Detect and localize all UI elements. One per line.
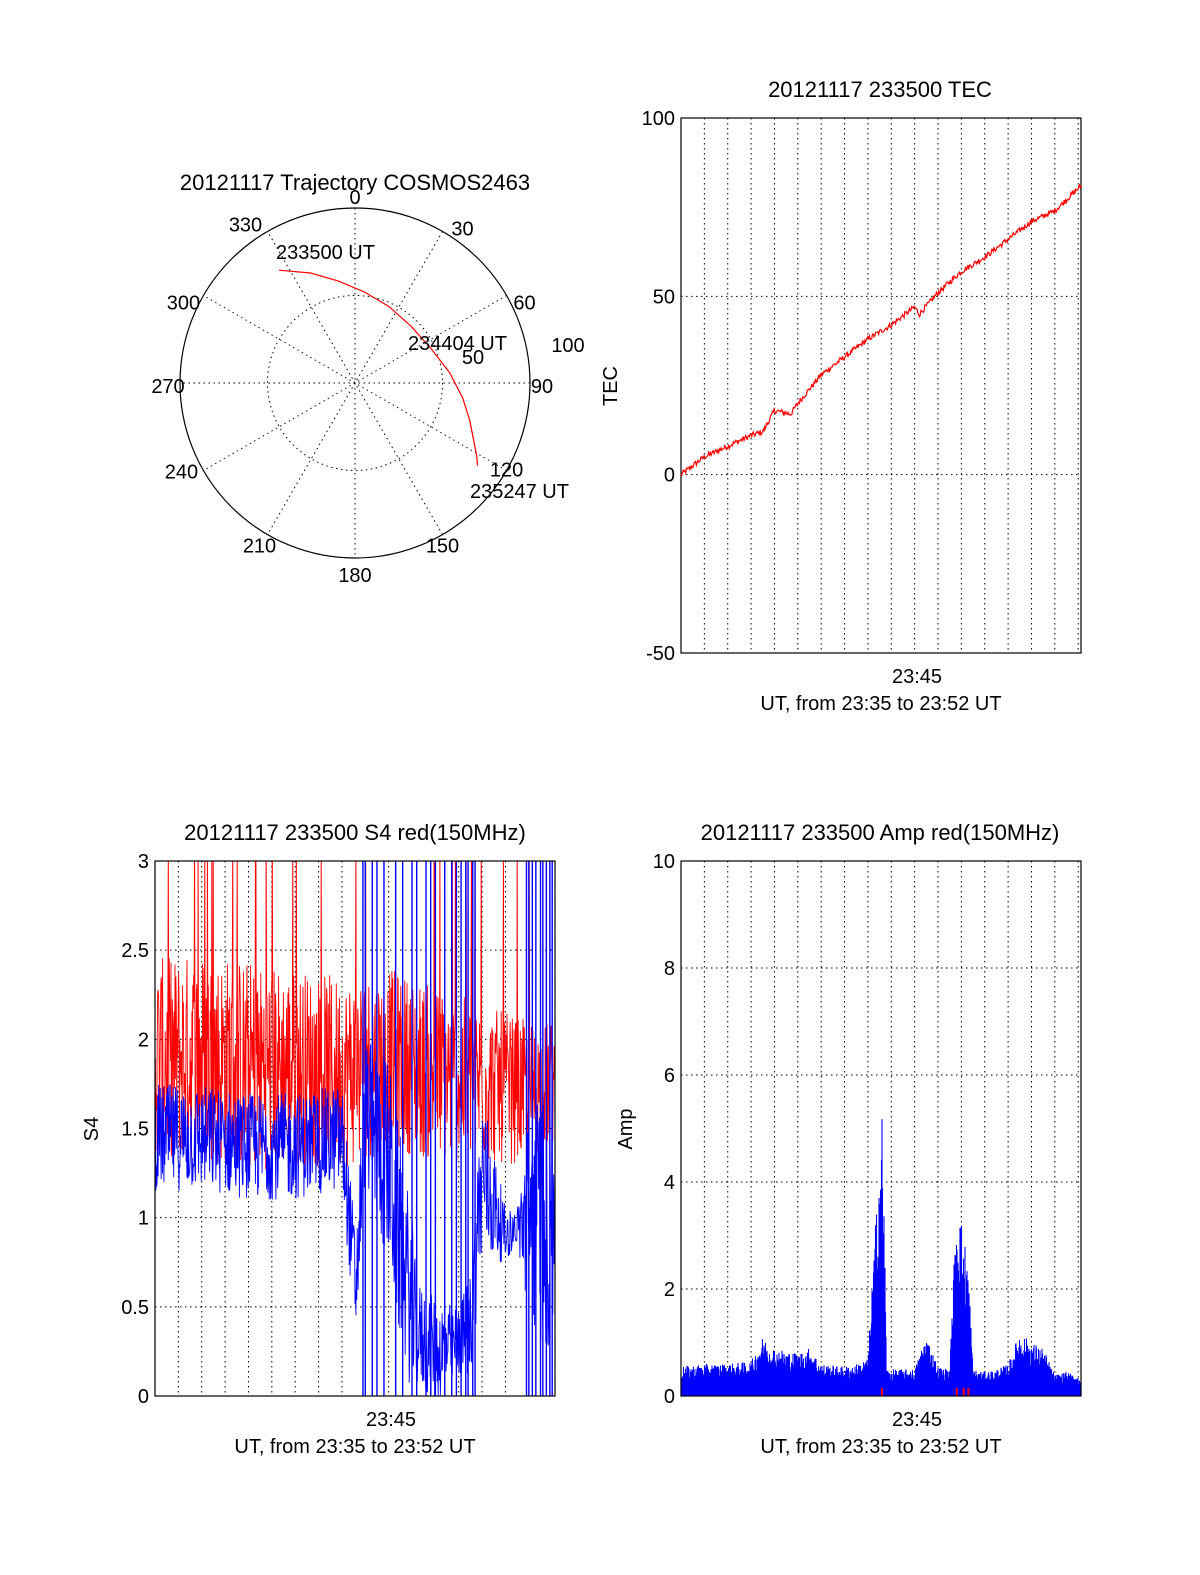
s4-panel: 20121117 233500 S4 red(150MHz) 0 0.5 1 1.5 2… <box>81 820 556 1458</box>
s4-title: 20121117 233500 S4 red(150MHz) <box>184 820 526 845</box>
amp-markers-red <box>880 1388 970 1396</box>
amp-x-label: UT, from 23:35 to 23:52 UT <box>760 1436 1001 1458</box>
s4-series-line <box>155 861 555 1172</box>
tec-y-label: TEC <box>600 366 622 406</box>
y-tick-label: 8 <box>664 958 675 980</box>
polar-azimuth-label: 210 <box>243 536 276 558</box>
tec-title: 20121117 233500 TEC <box>768 77 992 102</box>
polar-inner-ring <box>267 295 443 471</box>
polar-spokes <box>180 208 530 558</box>
trajectory-start-label: 233500 UT <box>276 242 375 264</box>
s4-y-ticks: 0 0.5 1 1.5 2 2.5 3 <box>121 851 149 1408</box>
y-tick-label: 0 <box>138 1386 149 1408</box>
y-tick-label: 50 <box>653 286 675 308</box>
polar-azimuth-label: 30 <box>451 218 473 240</box>
tec-x-tick: 23:45 <box>892 666 942 688</box>
polar-azimuth-label: 120 <box>490 460 523 482</box>
tec-panel: 20121117 233500 TEC -50 0 50 100 23:45 UT, … <box>600 77 1082 715</box>
polar-azimuth-label: 150 <box>426 536 459 558</box>
y-tick-label: 4 <box>664 1172 675 1194</box>
amp-y-label: Amp <box>615 1108 637 1149</box>
s4-x-tick: 23:45 <box>366 1409 416 1431</box>
tec-series-line <box>680 183 1082 477</box>
polar-azimuth-label: 90 <box>531 376 553 398</box>
y-tick-label: 6 <box>664 1065 675 1087</box>
s4-series-blue <box>155 861 555 1396</box>
polar-azimuth-label: 330 <box>229 214 262 236</box>
amp-y-ticks: 0 2 4 6 8 10 <box>653 851 675 1408</box>
s4-x-label: UT, from 23:35 to 23:52 UT <box>234 1436 475 1458</box>
s4-y-label: S4 <box>81 1117 103 1141</box>
trajectory-panel: 20121117 Trajectory COSMOS2463 0 30 60 90 12… <box>151 170 584 587</box>
amp-title: 20121117 233500 Amp red(150MHz) <box>701 820 1060 845</box>
s4-series-line <box>155 1044 555 1396</box>
amp-series-line <box>680 1119 1082 1396</box>
polar-radial-label-100: 100 <box>551 335 584 357</box>
y-tick-label: 10 <box>653 851 675 873</box>
amp-panel: 20121117 233500 Amp red(150MHz) 0246810 … <box>615 820 1082 1458</box>
polar-azimuth-label: 300 <box>167 293 200 315</box>
amp-plot-frame <box>680 860 1082 1397</box>
y-tick-label: 0.5 <box>121 1297 149 1319</box>
s4-plot-frame <box>154 860 556 1397</box>
tec-x-label: UT, from 23:35 to 23:52 UT <box>760 693 1001 715</box>
trajectory-mid-label: 234404 UT <box>408 333 507 355</box>
y-tick-label: 2.5 <box>121 940 149 962</box>
tec-y-ticks: -50 0 50 100 <box>642 108 675 665</box>
polar-azimuth-label: 60 <box>513 293 535 315</box>
polar-azimuth-label: 180 <box>338 565 371 587</box>
y-tick-label: 3 <box>138 851 149 873</box>
amp-series-blue <box>680 1119 1082 1396</box>
polar-azimuth-label: 270 <box>151 376 184 398</box>
y-tick-label: 0 <box>664 1386 675 1408</box>
tec-grid <box>681 118 1081 653</box>
polar-azimuth-labels: 0 30 60 90 120 150 180 210 240 270 300 330 <box>151 187 553 587</box>
polar-radial-label-50: 50 <box>462 347 484 369</box>
trajectory-end-label: 235247 UT <box>470 481 569 503</box>
s4-series-red <box>155 861 555 1172</box>
y-tick-label: 1 <box>138 1208 149 1230</box>
y-tick-label: 100 <box>642 108 675 130</box>
y-tick-label: -50 <box>646 643 675 665</box>
y-tick-label: 0 <box>664 465 675 487</box>
polar-spoke <box>267 231 443 535</box>
amp-x-tick: 23:45 <box>892 1409 942 1431</box>
polar-azimuth-label: 0 <box>349 187 360 209</box>
y-tick-label: 1.5 <box>121 1119 149 1141</box>
y-tick-label: 2 <box>138 1029 149 1051</box>
trajectory-title: 20121117 Trajectory COSMOS2463 <box>180 170 530 195</box>
polar-azimuth-label: 240 <box>165 462 198 484</box>
tec-plot-frame <box>680 117 1082 654</box>
y-tick-label: 2 <box>664 1279 675 1301</box>
trajectory-line <box>278 269 479 466</box>
